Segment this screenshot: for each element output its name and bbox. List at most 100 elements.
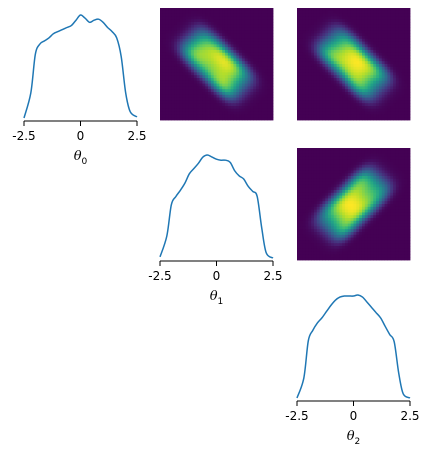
heatmap-cell: [404, 44, 408, 48]
heatmap-cell: [370, 86, 374, 90]
heatmap-cell: [384, 50, 388, 54]
heatmap-cell: [247, 50, 251, 54]
heatmap-cell: [305, 232, 309, 236]
heatmap-cell: [353, 234, 357, 238]
heatmap-cell: [336, 50, 340, 54]
heatmap-cell: [384, 78, 388, 82]
heatmap-cell: [342, 153, 346, 157]
heatmap-cell: [370, 61, 374, 65]
heatmap-cell: [395, 240, 400, 244]
heatmap-cell: [330, 187, 335, 191]
heatmap-cell: [333, 10, 337, 14]
heatmap-cell: [216, 80, 220, 84]
heatmap-cell: [319, 173, 323, 177]
heatmap-cell: [311, 243, 315, 247]
heatmap-cell: [373, 159, 377, 163]
heatmap-cell: [370, 201, 374, 205]
heatmap-cell: [330, 246, 335, 250]
heatmap-cell: [205, 64, 209, 68]
heatmap-cell: [182, 30, 186, 34]
heatmap-cell: [311, 234, 315, 238]
heatmap-cell: [297, 198, 301, 202]
heatmap-cell: [250, 111, 254, 115]
heatmap-cell: [253, 66, 257, 70]
heatmap-cell: [247, 103, 251, 107]
heatmap-cell: [253, 8, 257, 12]
heatmap-cell: [174, 36, 178, 40]
heatmap-cell: [347, 94, 352, 98]
heatmap-cell: [390, 92, 394, 96]
heatmap-cell: [384, 192, 388, 196]
heatmap-cell: [174, 72, 178, 76]
heatmap-cell: [373, 16, 377, 20]
heatmap-cell: [322, 16, 326, 20]
x-tick-label: 0: [213, 269, 221, 283]
heatmap-cell: [407, 58, 411, 62]
heatmap-cell: [404, 27, 408, 31]
heatmap-cell: [171, 27, 175, 31]
heatmap-cell: [361, 170, 366, 174]
heatmap-cell: [328, 27, 332, 31]
heatmap-cell: [376, 24, 380, 28]
heatmap-cell: [205, 92, 209, 96]
heatmap-cell: [367, 27, 371, 31]
heatmap-cell: [378, 27, 383, 31]
heatmap-cell: [188, 75, 192, 79]
heatmap-cell: [398, 204, 402, 208]
heatmap-cell: [342, 66, 346, 70]
heatmap-cell: [219, 117, 223, 121]
heatmap-cell: [176, 19, 181, 23]
heatmap-cell: [345, 254, 349, 258]
heatmap-cell: [398, 257, 402, 261]
heatmap-cell: [305, 97, 309, 101]
heatmap-cell: [378, 108, 383, 112]
heatmap-cell: [361, 114, 366, 118]
heatmap-cell: [407, 187, 411, 191]
heatmap-cell: [350, 114, 354, 118]
heatmap-cell: [305, 209, 309, 213]
heatmap-cell: [224, 64, 229, 68]
heatmap-cell: [270, 58, 274, 62]
heatmap-cell: [267, 13, 271, 17]
heatmap-cell: [236, 72, 240, 76]
heatmap-cell: [322, 38, 326, 42]
heatmap-cell: [404, 89, 408, 93]
heatmap-cell: [361, 223, 366, 227]
heatmap-cell: [322, 66, 326, 70]
heatmap-cell: [297, 232, 301, 236]
heatmap-cell: [359, 92, 363, 96]
heatmap-cell: [330, 257, 335, 261]
heatmap-cell: [199, 55, 203, 59]
heatmap-cell: [393, 148, 397, 152]
heatmap-cell: [384, 156, 388, 160]
heatmap-cell: [395, 69, 400, 73]
heatmap-cell: [313, 89, 318, 93]
heatmap-cell: [353, 22, 357, 26]
heatmap-cell: [319, 234, 323, 238]
heatmap-cell: [233, 36, 237, 40]
heatmap-cell: [361, 22, 366, 26]
heatmap-cell: [188, 50, 192, 54]
heatmap-cell: [404, 75, 408, 79]
heatmap-cell: [322, 162, 326, 166]
heatmap-cell: [305, 19, 309, 23]
heatmap-cell: [330, 75, 335, 79]
heatmap-cell: [381, 229, 385, 233]
heatmap-cell: [188, 33, 192, 37]
heatmap-cell: [305, 187, 309, 191]
heatmap-cell: [236, 106, 240, 110]
heatmap-cell: [182, 24, 186, 28]
heatmap-cell: [342, 33, 346, 37]
heatmap-cell: [370, 94, 374, 98]
heatmap-cell: [393, 22, 397, 26]
heatmap-cell: [319, 55, 323, 59]
heatmap-cell: [188, 66, 192, 70]
heatmap-cell: [356, 36, 360, 40]
heatmap-cell: [230, 8, 234, 12]
heatmap-cell: [356, 176, 360, 180]
heatmap-cell: [370, 52, 374, 56]
heatmap-cell: [378, 198, 383, 202]
heatmap-cell: [179, 78, 184, 82]
heatmap-cell: [165, 30, 169, 34]
heatmap-cell: [165, 83, 169, 87]
